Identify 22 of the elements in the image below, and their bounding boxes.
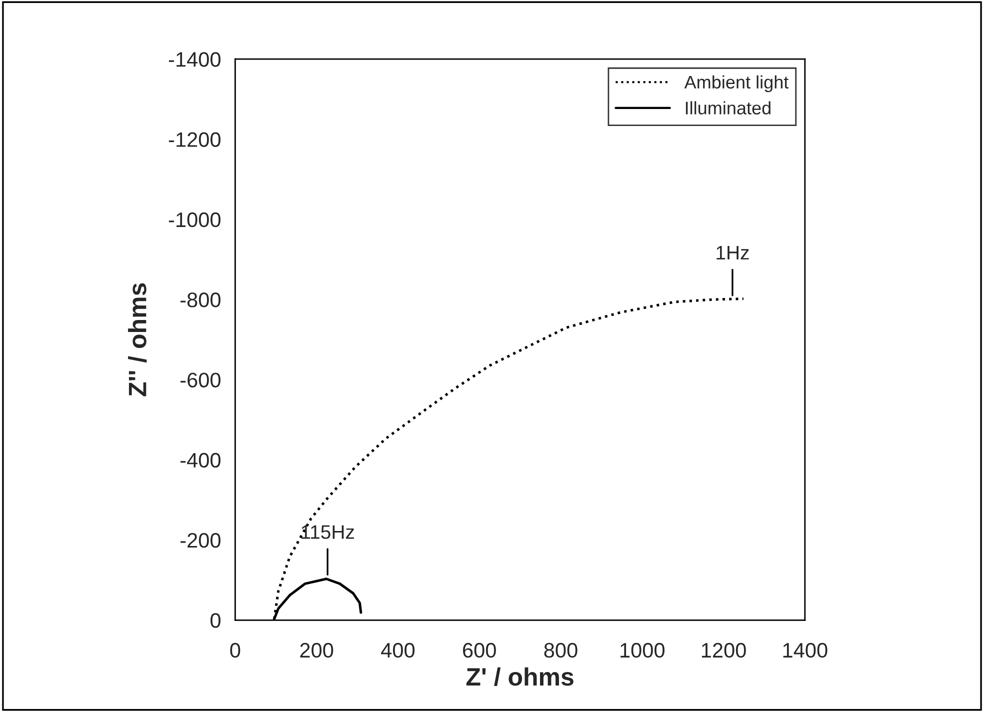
x-tick-label: 200 — [300, 642, 334, 658]
x-tick-label: 800 — [544, 642, 578, 658]
annotation: 115Hz — [302, 525, 354, 539]
y-tick-label: -1200 — [168, 132, 220, 147]
x-axis-title: Z' / ohms — [466, 667, 574, 686]
legend-label: Ambient light — [684, 75, 789, 92]
annotation: 1Hz — [716, 246, 749, 260]
x-tick-label: 1400 — [783, 642, 828, 658]
x-tick-label: 1000 — [620, 642, 664, 658]
y-tick-label: -800 — [180, 292, 220, 308]
x-tick-label: 1200 — [702, 642, 746, 658]
x-tick-label: 600 — [463, 642, 496, 658]
y-tick-label: -600 — [180, 372, 220, 388]
y-tick-label: -1400 — [168, 52, 220, 67]
x-tick-label: 0 — [230, 642, 240, 658]
y-tick-label: -200 — [180, 533, 220, 548]
y-axis-title: Z'' / ohms — [128, 283, 147, 396]
legend-label: Illuminated — [686, 101, 770, 114]
y-tick-label: -400 — [180, 452, 220, 468]
x-tick-label: 400 — [381, 642, 415, 658]
y-tick-label: -1000 — [168, 212, 220, 228]
y-tick-label: 0 — [210, 613, 220, 628]
